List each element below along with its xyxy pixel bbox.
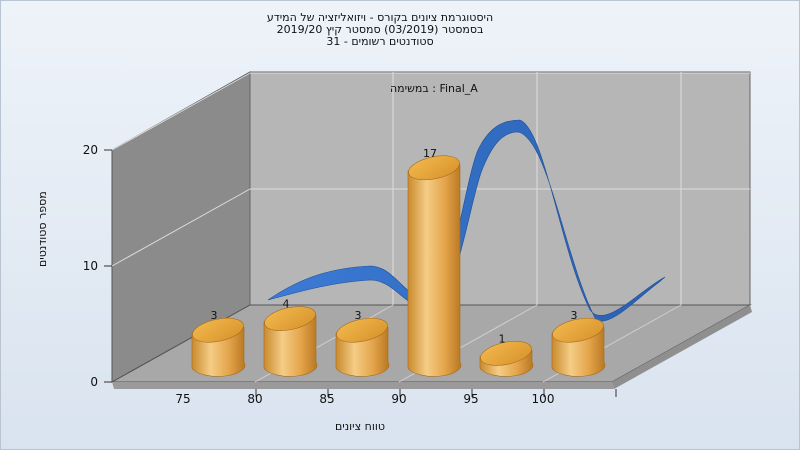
y-axis: 0 10 20 xyxy=(83,143,112,389)
bars: 3 4 3 17 1 3 xyxy=(191,147,606,377)
y-tick-label: 10 xyxy=(83,259,98,273)
chart-titles: היסטוגרמת ציונים בקורס - ויזואליזציה של … xyxy=(200,12,560,48)
x-tick-label: 95 xyxy=(463,392,478,406)
x-tick-label: 90 xyxy=(391,392,406,406)
bar-80 xyxy=(263,306,318,377)
chart-title: היסטוגרמת ציונים בקורס - ויזואליזציה של … xyxy=(266,11,494,24)
y-tick-label: 20 xyxy=(83,143,98,157)
x-axis-label: טווח ציונים xyxy=(335,420,385,433)
bar-value-label: 1 xyxy=(499,332,506,345)
bar-top xyxy=(480,341,532,366)
chart-subtitle-1: בסמסטר (03/2019) סמסטר קיץ 2019/20 xyxy=(276,23,484,36)
bar-top xyxy=(336,317,388,343)
bar-value-label: 3 xyxy=(211,309,218,322)
series-label: במשימה : Final_A xyxy=(390,82,478,95)
bar-top xyxy=(552,317,604,343)
x-axis: 75 80 85 90 95 100 xyxy=(175,389,617,406)
bar-value-label: 17 xyxy=(423,147,437,160)
x-tick-label: 80 xyxy=(247,392,262,406)
bar-value-label: 4 xyxy=(283,298,290,311)
bar-top xyxy=(192,317,244,343)
chart-subtitle-2: סטודנטים רשומים - 31 xyxy=(326,35,434,48)
gridline-y-side xyxy=(111,72,251,151)
bar-95 xyxy=(479,341,534,377)
floor-edge xyxy=(612,305,752,389)
bar-100 xyxy=(551,317,606,377)
bar-90 xyxy=(407,155,462,377)
x-tick-label: 75 xyxy=(175,392,190,406)
x-tick-label: 100 xyxy=(532,392,555,406)
bar-value-label: 3 xyxy=(571,309,578,322)
y-tick-label: 0 xyxy=(90,375,98,389)
floor-front-edge xyxy=(112,382,614,389)
gridline-y-side xyxy=(111,188,251,267)
bar-body xyxy=(407,164,462,377)
y-axis-label: מספר סטודנטים xyxy=(36,191,49,267)
bar-85 xyxy=(335,317,390,377)
bar-top xyxy=(264,306,316,331)
x-tick-label: 85 xyxy=(319,392,334,406)
bar-value-label: 3 xyxy=(355,309,362,322)
bar-75 xyxy=(191,317,246,377)
bar-top xyxy=(408,155,460,181)
